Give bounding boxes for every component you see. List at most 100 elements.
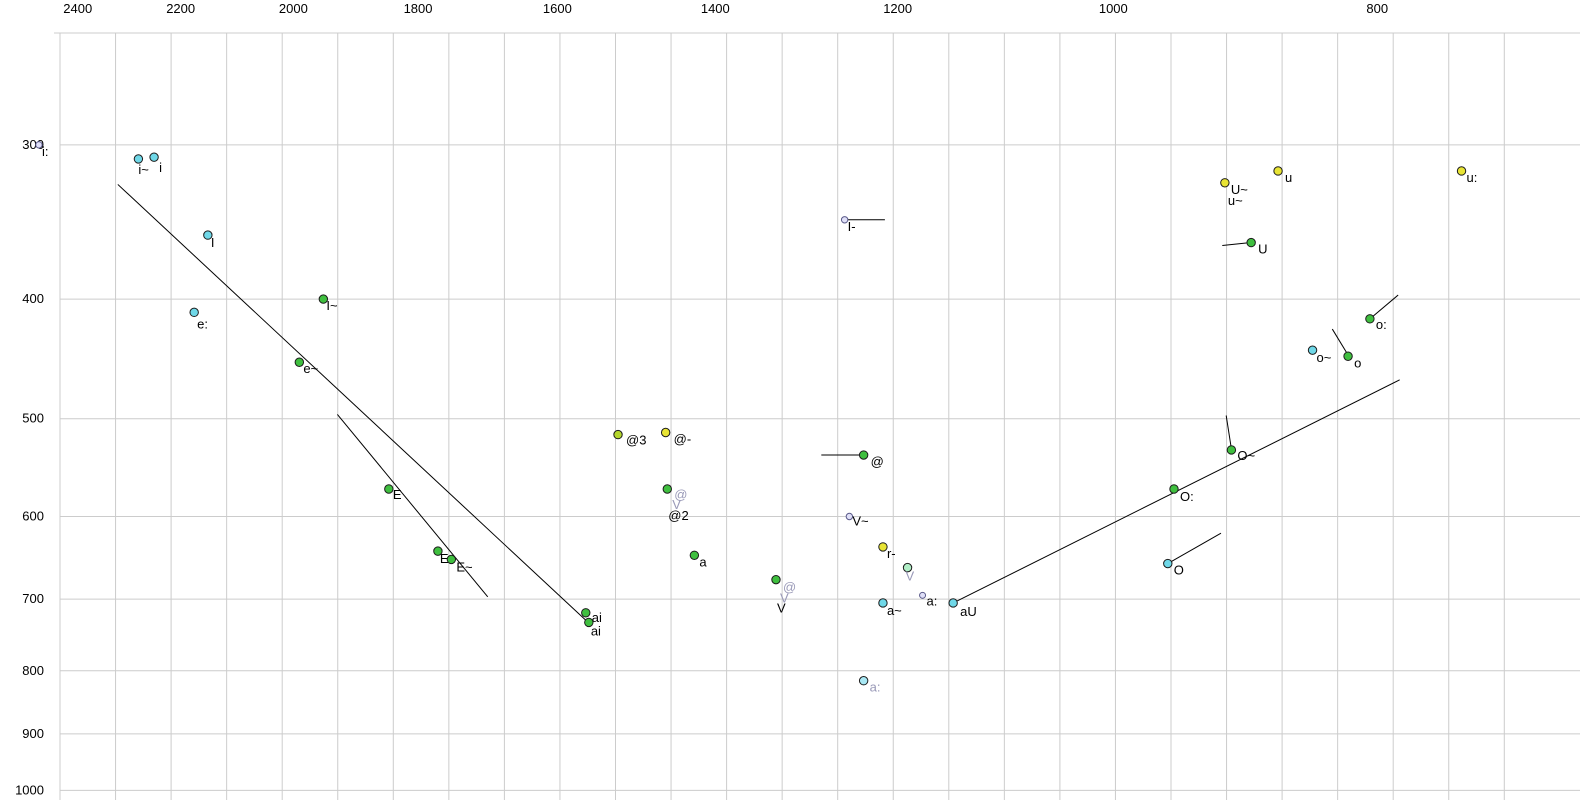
- y-tick-label: 400: [22, 291, 44, 306]
- point-label-i: i: [159, 160, 162, 175]
- data-point-ai-1[interactable]: [581, 608, 591, 618]
- x-tick-label: 2200: [166, 1, 195, 16]
- data-point-i[interactable]: [149, 152, 159, 162]
- data-point-I-nasal[interactable]: [318, 294, 329, 304]
- x-tick-label: 2000: [279, 1, 308, 16]
- data-point-schwa[interactable]: [858, 450, 869, 460]
- axis-layer: 2400 2200 2000 1800 1600 1400 1200 1000 80030040…: [15, 1, 1388, 797]
- point-label-e-nasal: e~: [303, 361, 318, 376]
- point-label-a-long-light: a:: [870, 680, 881, 695]
- data-point-a[interactable]: [689, 550, 700, 560]
- data-point-O-nasal[interactable]: [1226, 445, 1237, 455]
- trajectory-line-diphthong-mid-left: [336, 414, 489, 598]
- data-point-V-pale[interactable]: [902, 562, 913, 573]
- point-label-V-open: V: [780, 591, 789, 606]
- data-point-e-nasal[interactable]: [294, 357, 305, 367]
- point-label-E-2: E: [440, 551, 449, 566]
- trajectory-line-diphthong-ai-left: [117, 184, 588, 623]
- data-point-a-nasal[interactable]: [878, 598, 888, 608]
- trajectory-line-tail-U: [1222, 242, 1250, 247]
- point-label-o-nasal: o~: [1317, 350, 1332, 365]
- point-label-schwa-bar: @-: [674, 432, 692, 447]
- data-point-o-long[interactable]: [1365, 314, 1375, 324]
- point-label-r-bar: r-: [887, 546, 896, 561]
- point-label-a-nasal: a~: [887, 603, 902, 618]
- data-point-V-nasal[interactable]: [845, 512, 854, 521]
- point-label-I-nasal: I~: [326, 298, 338, 313]
- point-label-schwa: @: [871, 454, 884, 469]
- data-point-schwa3[interactable]: [613, 429, 623, 440]
- point-label-ai-2: ai: [591, 623, 601, 638]
- point-label-I: I: [211, 235, 215, 250]
- point-label-aU: aU: [960, 604, 977, 619]
- data-point-O-long[interactable]: [1169, 484, 1179, 494]
- point-label-i-long: i:: [42, 144, 49, 159]
- point-label-o-long: o:: [1376, 317, 1387, 332]
- data-point-E-nasal[interactable]: [446, 554, 457, 565]
- point-label-O: O: [1174, 563, 1184, 578]
- grid-layer: [54, 32, 1580, 800]
- point-label-E-1: E: [393, 487, 402, 502]
- data-point-E-2[interactable]: [433, 546, 443, 556]
- point-label-schwa2: @: [674, 487, 687, 502]
- x-tick-label: 1200: [883, 1, 912, 16]
- data-point-schwa-bar[interactable]: [660, 427, 671, 438]
- point-label-U: U: [1258, 242, 1267, 257]
- data-point-o-nasal[interactable]: [1307, 345, 1318, 355]
- point-label-O-long: O:: [1180, 489, 1194, 504]
- data-point-schwa2[interactable]: [662, 484, 672, 494]
- data-point-I-bar[interactable]: [840, 216, 849, 224]
- point-label-i-nasal: i~: [138, 162, 149, 177]
- data-point-a-long-light[interactable]: [858, 676, 869, 686]
- point-label-U-nasal: U~: [1231, 182, 1248, 197]
- data-point-O[interactable]: [1163, 558, 1173, 569]
- y-tick-label: 500: [22, 411, 44, 426]
- trajectory-line-tail-o-long: [1369, 294, 1399, 320]
- data-point-I[interactable]: [203, 230, 213, 240]
- y-tick-label: 600: [22, 509, 44, 524]
- data-point-r-bar[interactable]: [878, 542, 888, 552]
- data-point-aU[interactable]: [948, 598, 958, 608]
- point-label-u: u: [1285, 170, 1292, 185]
- y-tick-label: 700: [22, 591, 44, 606]
- data-point-o[interactable]: [1343, 351, 1353, 361]
- trajectory-line-tail-O-nasal: [1225, 415, 1232, 450]
- data-point-a-long-sm[interactable]: [919, 591, 927, 599]
- y-tick-label: 800: [22, 663, 44, 678]
- point-label-ai-1: ai: [592, 610, 602, 625]
- y-tick-label: 900: [22, 726, 44, 741]
- point-label-schwa2: V: [672, 497, 681, 512]
- point-label-schwa3: @3: [626, 433, 646, 448]
- point-label-schwa2: @2: [668, 508, 688, 523]
- point-label-u-long: u:: [1467, 170, 1478, 185]
- point-label-O-nasal: O~: [1237, 448, 1255, 463]
- point-label-U-nasal: u~: [1228, 193, 1243, 208]
- point-label-a-long-sm: a:: [927, 593, 938, 608]
- point-label-o: o: [1354, 355, 1361, 370]
- point-label-I-bar: I-: [848, 219, 856, 234]
- point-label-V-nasal: V~: [852, 514, 869, 529]
- data-point-e-long[interactable]: [189, 307, 199, 318]
- data-point-E-1[interactable]: [384, 484, 394, 494]
- x-tick-label: 1400: [701, 1, 730, 16]
- point-label-a: a: [699, 554, 707, 569]
- data-point-V-open[interactable]: [771, 574, 781, 585]
- data-point-u-long[interactable]: [1456, 166, 1467, 176]
- point-label-V-open: @: [783, 580, 796, 595]
- x-tick-label: 2400: [63, 1, 92, 16]
- data-point-U[interactable]: [1246, 237, 1256, 248]
- point-label-V-open: V: [777, 601, 786, 616]
- trajectory-line-tail-O: [1167, 532, 1222, 564]
- data-point-i-nasal[interactable]: [133, 154, 144, 164]
- x-tick-label: 1000: [1099, 1, 1128, 16]
- y-tick-label: 1000: [15, 782, 44, 797]
- data-point-ai-2[interactable]: [584, 617, 594, 628]
- data-point-u[interactable]: [1273, 166, 1283, 176]
- x-tick-label: 800: [1366, 1, 1388, 16]
- data-point-U-nasal[interactable]: [1220, 178, 1230, 188]
- data-point-i-long[interactable]: [35, 141, 43, 149]
- x-tick-label: 1600: [543, 1, 572, 16]
